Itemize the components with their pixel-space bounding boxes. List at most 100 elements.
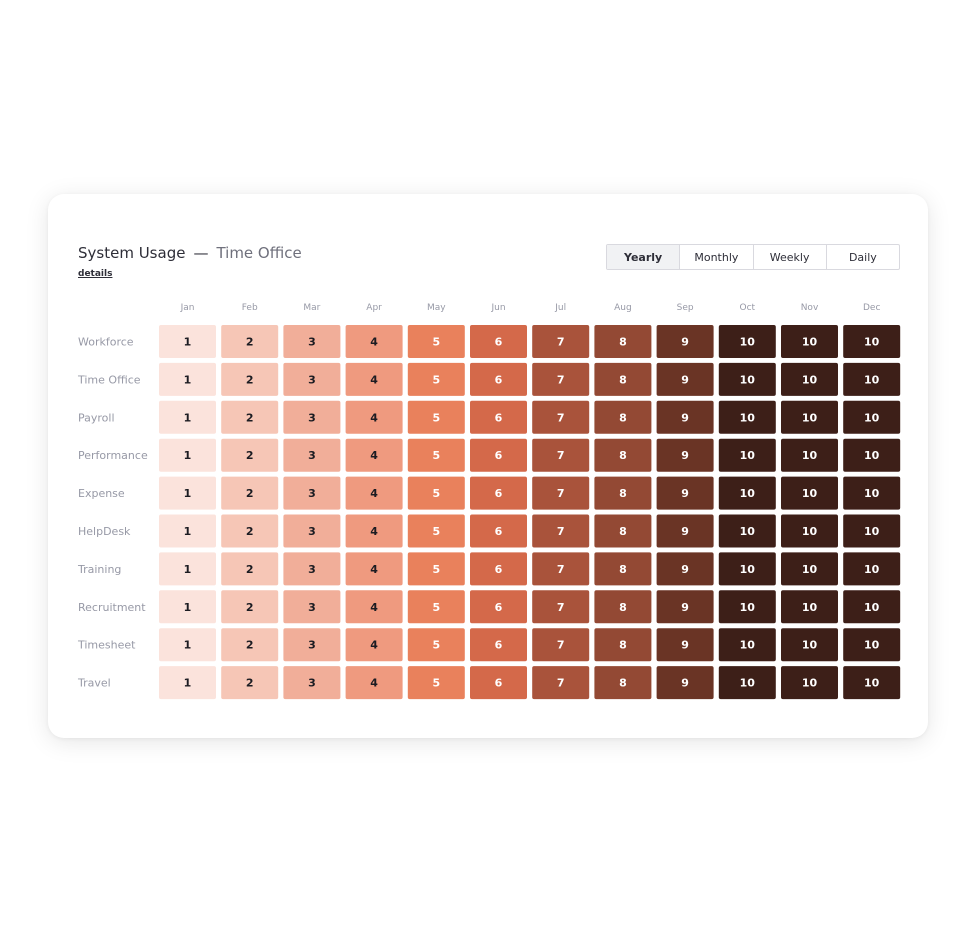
heatmap-cell[interactable] bbox=[781, 552, 838, 586]
heatmap-cell[interactable] bbox=[470, 325, 527, 358]
heatmap-cell[interactable] bbox=[718, 325, 776, 358]
heatmap-cell[interactable] bbox=[345, 476, 403, 510]
heatmap-cell[interactable] bbox=[470, 400, 527, 434]
heatmap-cell[interactable] bbox=[532, 590, 590, 624]
heatmap-cell[interactable] bbox=[781, 666, 838, 700]
heatmap-cell[interactable] bbox=[221, 476, 279, 510]
heatmap-cell[interactable] bbox=[221, 362, 279, 396]
period-monthly-button[interactable]: Monthly bbox=[680, 245, 754, 269]
heatmap-cell[interactable] bbox=[345, 666, 403, 700]
heatmap-cell[interactable] bbox=[594, 628, 652, 662]
heatmap-cell[interactable] bbox=[345, 362, 403, 396]
heatmap-cell[interactable] bbox=[656, 552, 714, 586]
heatmap-cell[interactable] bbox=[843, 438, 901, 472]
heatmap-cell[interactable] bbox=[345, 552, 403, 586]
heatmap-cell[interactable] bbox=[470, 476, 527, 510]
heatmap-cell[interactable] bbox=[221, 628, 279, 662]
heatmap-cell[interactable] bbox=[656, 362, 714, 396]
heatmap-cell[interactable] bbox=[843, 552, 901, 586]
heatmap-cell[interactable] bbox=[221, 325, 279, 358]
heatmap-cell[interactable] bbox=[221, 438, 279, 472]
heatmap-cell[interactable] bbox=[470, 362, 527, 396]
heatmap-cell[interactable] bbox=[718, 438, 776, 472]
heatmap-cell[interactable] bbox=[283, 590, 341, 624]
heatmap-cell[interactable] bbox=[532, 438, 590, 472]
heatmap-cell[interactable] bbox=[843, 666, 901, 700]
heatmap-cell[interactable] bbox=[159, 552, 216, 586]
heatmap-cell[interactable] bbox=[656, 590, 714, 624]
heatmap-cell[interactable] bbox=[781, 628, 838, 662]
heatmap-cell[interactable] bbox=[532, 628, 590, 662]
heatmap-cell[interactable] bbox=[159, 325, 216, 358]
heatmap-cell[interactable] bbox=[843, 325, 901, 358]
heatmap-cell[interactable] bbox=[843, 400, 901, 434]
heatmap-cell[interactable] bbox=[159, 590, 216, 624]
heatmap-cell[interactable] bbox=[159, 400, 216, 434]
heatmap-cell[interactable] bbox=[407, 476, 465, 510]
heatmap-cell[interactable] bbox=[656, 438, 714, 472]
heatmap-cell[interactable] bbox=[470, 666, 527, 700]
heatmap-cell[interactable] bbox=[283, 514, 341, 548]
heatmap-cell[interactable] bbox=[656, 325, 714, 358]
heatmap-cell[interactable] bbox=[407, 514, 465, 548]
heatmap-cell[interactable] bbox=[532, 552, 590, 586]
heatmap-cell[interactable] bbox=[470, 628, 527, 662]
heatmap-cell[interactable] bbox=[594, 362, 652, 396]
heatmap-cell[interactable] bbox=[407, 362, 465, 396]
heatmap-cell[interactable] bbox=[283, 666, 341, 700]
heatmap-cell[interactable] bbox=[594, 438, 652, 472]
heatmap-cell[interactable] bbox=[843, 590, 901, 624]
heatmap-cell[interactable] bbox=[283, 628, 341, 662]
heatmap-cell[interactable] bbox=[159, 666, 216, 700]
heatmap-cell[interactable] bbox=[283, 438, 341, 472]
heatmap-cell[interactable] bbox=[532, 400, 590, 434]
heatmap-cell[interactable] bbox=[718, 362, 776, 396]
heatmap-cell[interactable] bbox=[221, 590, 279, 624]
period-yearly-button[interactable]: Yearly bbox=[607, 245, 681, 269]
heatmap-cell[interactable] bbox=[781, 514, 838, 548]
heatmap-cell[interactable] bbox=[159, 362, 216, 396]
heatmap-cell[interactable] bbox=[221, 514, 279, 548]
heatmap-cell[interactable] bbox=[594, 400, 652, 434]
heatmap-cell[interactable] bbox=[532, 325, 590, 358]
heatmap-cell[interactable] bbox=[656, 514, 714, 548]
details-link[interactable]: details bbox=[78, 269, 113, 279]
heatmap-cell[interactable] bbox=[345, 628, 403, 662]
heatmap-cell[interactable] bbox=[532, 666, 590, 700]
heatmap-cell[interactable] bbox=[407, 628, 465, 662]
heatmap-cell[interactable] bbox=[594, 514, 652, 548]
heatmap-cell[interactable] bbox=[594, 325, 652, 358]
period-daily-button[interactable]: Daily bbox=[848, 250, 877, 264]
heatmap-cell[interactable] bbox=[594, 552, 652, 586]
heatmap-cell[interactable] bbox=[781, 590, 838, 624]
heatmap-cell[interactable] bbox=[843, 514, 901, 548]
heatmap-cell[interactable] bbox=[594, 590, 652, 624]
heatmap-cell[interactable] bbox=[345, 438, 403, 472]
heatmap-cell[interactable] bbox=[283, 552, 341, 586]
heatmap-cell[interactable] bbox=[594, 476, 652, 510]
heatmap-cell[interactable] bbox=[221, 552, 279, 586]
heatmap-cell[interactable] bbox=[345, 514, 403, 548]
heatmap-cell[interactable] bbox=[718, 514, 776, 548]
heatmap-cell[interactable] bbox=[656, 476, 714, 510]
heatmap-cell[interactable] bbox=[221, 400, 279, 434]
heatmap-cell[interactable] bbox=[718, 400, 776, 434]
heatmap-cell[interactable] bbox=[470, 514, 527, 548]
heatmap-cell[interactable] bbox=[407, 552, 465, 586]
heatmap-cell[interactable] bbox=[781, 325, 838, 358]
heatmap-cell[interactable] bbox=[407, 590, 465, 624]
heatmap-cell[interactable] bbox=[718, 628, 776, 662]
heatmap-cell[interactable] bbox=[718, 666, 776, 700]
heatmap-cell[interactable] bbox=[159, 514, 216, 548]
heatmap-cell[interactable] bbox=[781, 362, 838, 396]
heatmap-cell[interactable] bbox=[718, 552, 776, 586]
heatmap-cell[interactable] bbox=[843, 362, 901, 396]
heatmap-cell[interactable] bbox=[470, 438, 527, 472]
period-weekly-button[interactable]: Weekly bbox=[754, 245, 827, 269]
heatmap-cell[interactable] bbox=[781, 438, 838, 472]
heatmap-cell[interactable] bbox=[283, 400, 341, 434]
heatmap-cell[interactable] bbox=[532, 362, 590, 396]
heatmap-cell[interactable] bbox=[159, 628, 216, 662]
heatmap-cell[interactable] bbox=[656, 628, 714, 662]
heatmap-cell[interactable] bbox=[221, 666, 279, 700]
